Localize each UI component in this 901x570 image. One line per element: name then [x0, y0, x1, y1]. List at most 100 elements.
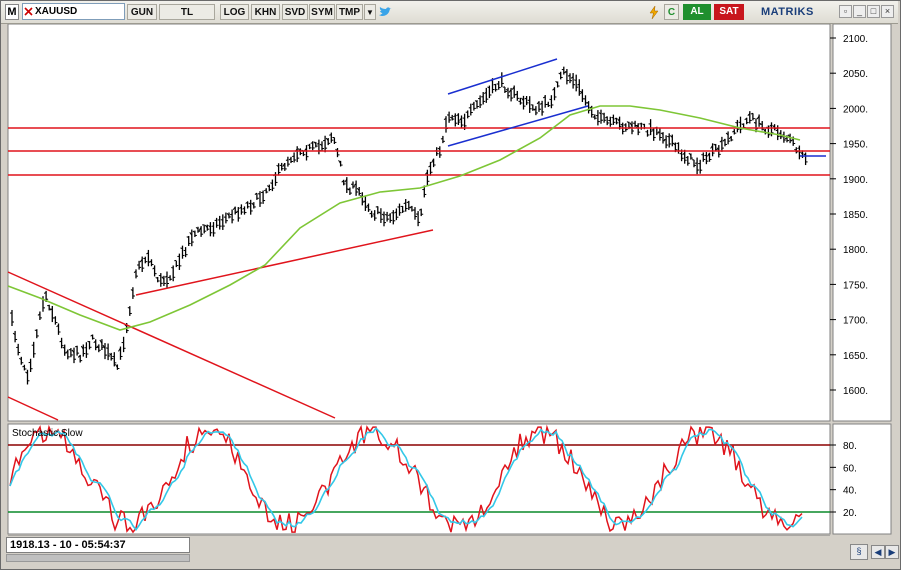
price-bar: [474, 100, 479, 109]
price-bar: [412, 207, 417, 220]
price-tick-label: 1900.: [843, 175, 868, 186]
symbol-input[interactable]: XAUUSD: [22, 3, 125, 20]
sym-button[interactable]: SYM: [309, 4, 335, 20]
price-bar: [496, 81, 501, 90]
app-logo-icon[interactable]: M: [5, 4, 19, 20]
price-bar: [171, 265, 176, 282]
dropdown-button[interactable]: ▼: [364, 4, 376, 20]
daily-period-button[interactable]: GUN: [127, 4, 157, 20]
sell-button[interactable]: SAT: [714, 4, 744, 20]
price-bar: [211, 222, 216, 237]
price-bar: [143, 256, 148, 264]
c-button[interactable]: C: [664, 4, 679, 20]
price-bar: [322, 135, 328, 153]
channel-upper-line[interactable]: [447, 58, 558, 95]
scroll-left-icon[interactable]: ◀: [871, 545, 885, 559]
price-tick-label: 1650.: [843, 351, 868, 362]
price-bar: [133, 269, 138, 279]
stoch-tick-label: 80.: [843, 441, 857, 452]
price-bar: [118, 346, 123, 360]
price-bar: [570, 73, 576, 89]
price-bar: [601, 112, 607, 123]
close-window-icon[interactable]: ×: [881, 5, 894, 18]
price-bar: [214, 217, 219, 228]
price-bar: [456, 113, 461, 126]
price-bar: [353, 180, 359, 196]
price-bar: [47, 304, 52, 311]
price-bar: [567, 73, 572, 84]
price-bar: [546, 101, 551, 107]
price-bar: [524, 96, 529, 106]
log-scale-button[interactable]: LOG: [220, 4, 249, 20]
lightning-icon[interactable]: [649, 6, 659, 19]
price-bar: [682, 149, 687, 164]
price-bar: [99, 339, 104, 350]
stoch-tick-label: 20.: [843, 508, 857, 519]
khn-button[interactable]: KHN: [251, 4, 280, 20]
price-bar: [406, 200, 411, 211]
scroll-right-icon[interactable]: ▶: [885, 545, 899, 559]
stoch-tick-label: 60.: [843, 463, 857, 474]
price-bar: [425, 169, 430, 186]
svd-button[interactable]: SVD: [282, 4, 308, 20]
stoch-tick-label: 40.: [843, 486, 857, 497]
buy-button[interactable]: AL: [683, 4, 711, 20]
price-bar: [651, 127, 656, 141]
price-bar: [254, 192, 259, 200]
price-bar: [56, 323, 61, 335]
price-bar: [285, 156, 290, 167]
price-bar: [555, 80, 560, 88]
price-bar: [381, 211, 386, 227]
price-bar: [664, 135, 669, 149]
price-bar: [236, 207, 241, 222]
maximize-icon[interactable]: □: [867, 5, 880, 18]
refresh-icon[interactable]: §: [850, 544, 868, 560]
price-bar: [329, 132, 334, 143]
price-bar: [363, 196, 368, 211]
price-bar: [366, 203, 371, 212]
price-tick-label: 2050.: [843, 69, 868, 80]
price-bar: [28, 358, 33, 373]
downtrend-line[interactable]: [7, 271, 336, 419]
chart-area[interactable]: 2100. 2050. 2000. 1950. 1900. 1850. 1800. 1750.…: [0, 24, 901, 536]
price-bar: [31, 341, 36, 358]
price-bar: [288, 156, 293, 164]
close-icon[interactable]: [24, 7, 33, 16]
price-bar: [12, 330, 18, 343]
minimize-icon[interactable]: _: [853, 5, 866, 18]
price-bar: [685, 156, 690, 166]
price-bar: [90, 334, 95, 340]
horizontal-scrollbar[interactable]: [6, 554, 190, 562]
twitter-bird-icon[interactable]: [378, 6, 392, 18]
price-bar: [87, 340, 92, 350]
price-bar: [319, 141, 324, 151]
price-bar: [465, 110, 470, 119]
price-bar: [391, 210, 396, 225]
price-bar: [564, 69, 569, 85]
price-bar: [695, 157, 700, 175]
price-bar: [508, 87, 514, 102]
price-bar: [350, 181, 355, 189]
currency-button[interactable]: TL: [159, 4, 215, 20]
channel-lower-line[interactable]: [447, 105, 589, 147]
price-bar: [341, 179, 346, 186]
menu-icon[interactable]: ▫: [839, 5, 852, 18]
price-bar: [130, 287, 135, 299]
price-bar: [400, 205, 405, 213]
price-bar: [722, 138, 727, 147]
price-bar: [747, 111, 752, 124]
price-bar: [397, 203, 402, 216]
price-bar: [756, 114, 762, 127]
price-bar: [279, 162, 284, 171]
stoch-axis-panel: [832, 423, 892, 535]
downtrend-line-lower[interactable]: [7, 396, 59, 421]
price-bar: [558, 71, 563, 80]
price-bar: [53, 316, 58, 325]
price-bar: [139, 256, 145, 273]
price-bar: [633, 120, 638, 128]
uptrend-line[interactable]: [135, 229, 434, 296]
price-bar: [174, 259, 179, 268]
tmp-button[interactable]: TMP: [336, 4, 363, 20]
price-bar: [577, 79, 582, 96]
price-bar: [707, 152, 712, 162]
